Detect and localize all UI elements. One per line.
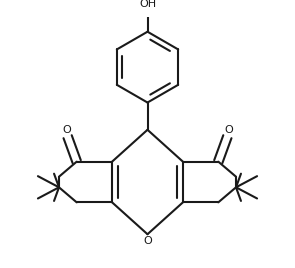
Text: O: O [224, 125, 233, 135]
Text: O: O [62, 125, 71, 135]
Text: O: O [143, 236, 152, 246]
Text: OH: OH [139, 0, 156, 9]
